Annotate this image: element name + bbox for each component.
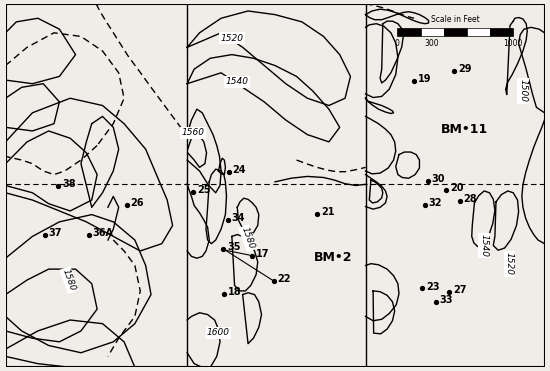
Text: BM•11: BM•11 [441,123,488,136]
Bar [421,28,444,36]
Text: 19: 19 [418,74,431,84]
Text: 24: 24 [233,165,246,175]
Bar [397,28,421,36]
Text: 1580: 1580 [61,268,77,292]
Text: 32: 32 [428,198,442,208]
Text: 29: 29 [458,64,472,74]
Text: 25: 25 [197,185,210,195]
Text: 1000: 1000 [504,39,523,47]
Text: 37: 37 [48,228,62,238]
Text: 36A: 36A [93,228,114,238]
Text: 33: 33 [439,295,453,305]
Text: 1560: 1560 [182,128,205,137]
Text: Scale in Feet: Scale in Feet [431,15,480,24]
Text: 34: 34 [232,213,245,223]
Text: 30: 30 [431,174,445,184]
Text: 0: 0 [395,39,400,47]
Text: 27: 27 [453,285,466,295]
Text: 35: 35 [227,242,240,252]
Text: 28: 28 [464,194,477,204]
Text: 1520: 1520 [221,34,244,43]
Text: BM•2: BM•2 [314,251,353,264]
Text: 18: 18 [228,287,242,297]
Text: 26: 26 [130,198,144,208]
Bar [444,28,467,36]
Text: 1540: 1540 [226,78,249,86]
Text: 17: 17 [256,249,270,259]
Text: 21: 21 [321,207,334,217]
Text: 23: 23 [426,282,439,292]
Text: 1540: 1540 [480,234,488,257]
Text: 300: 300 [425,39,439,47]
Bar [490,28,513,36]
Text: 1580: 1580 [240,226,256,250]
Text: 38: 38 [62,180,76,190]
Text: 20: 20 [450,183,464,193]
Text: 1600: 1600 [207,328,230,337]
Text: 22: 22 [278,274,291,284]
Text: 1520: 1520 [505,252,514,275]
Bar [467,28,490,36]
Text: 1500: 1500 [519,79,527,102]
